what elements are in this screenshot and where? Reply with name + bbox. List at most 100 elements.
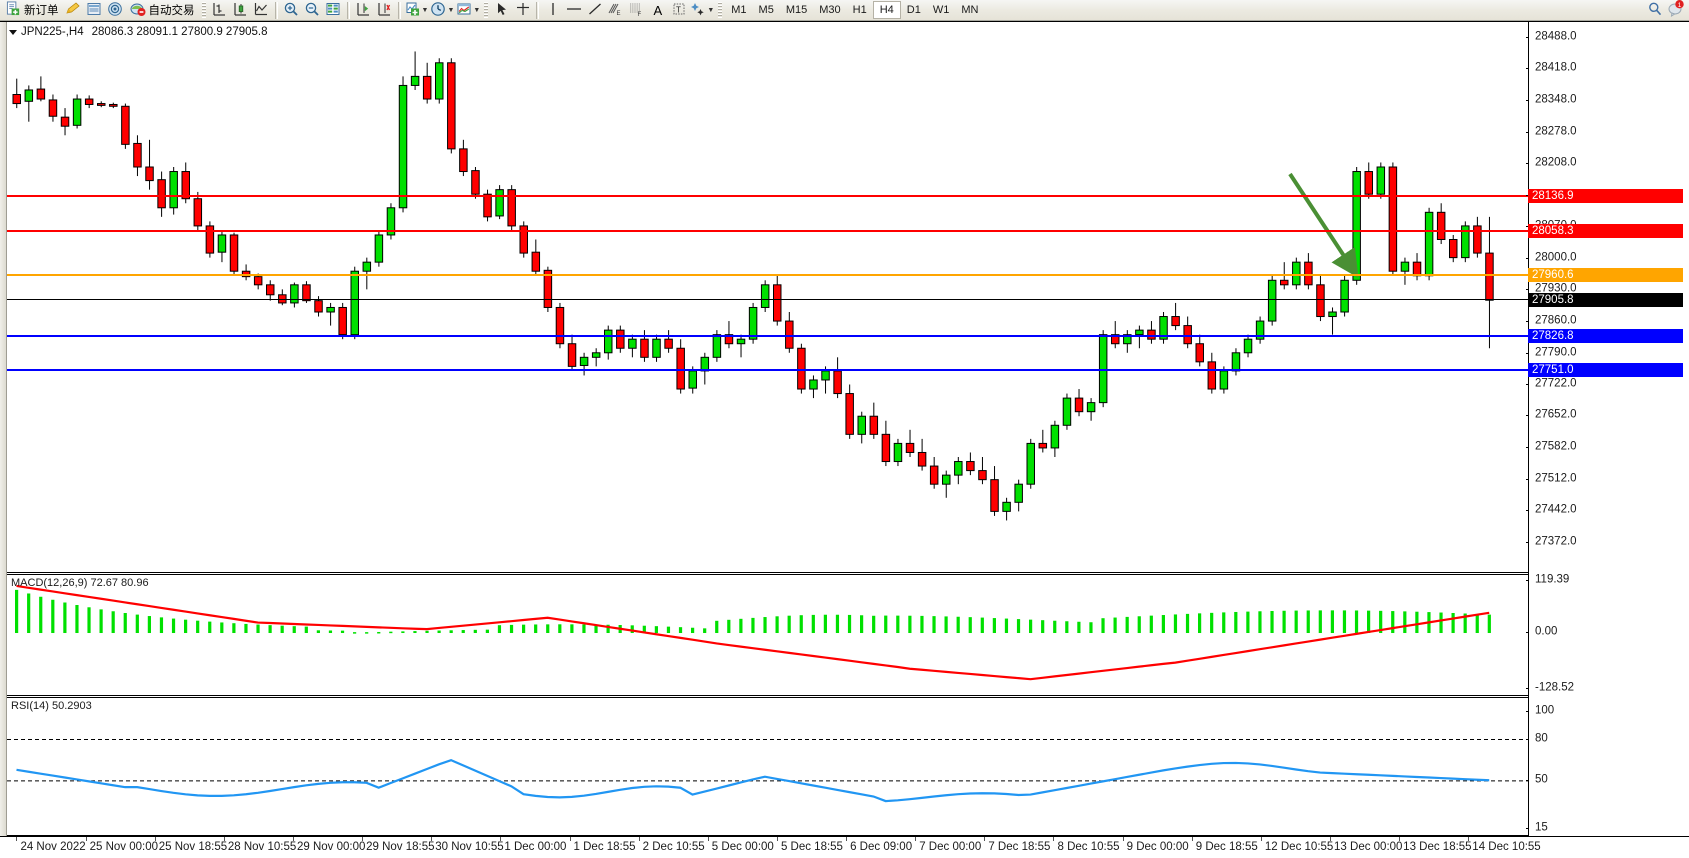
rsi-plot [7, 739, 1528, 803]
price-level-badge-support-1[interactable]: 27826.8 [1528, 329, 1683, 344]
time-tick-label: 14 Dec 10:55 [1472, 841, 1541, 853]
cursor-button[interactable] [492, 1, 511, 20]
pencil-icon [65, 1, 81, 20]
chevron-down-icon[interactable]: ▼ [447, 6, 455, 14]
chart-area[interactable]: JPN225-,H4 28086.3 28091.1 27800.9 27905… [0, 21, 1689, 858]
main-toolbar: 新订单 [0, 0, 1689, 21]
indicators-button[interactable]: ▼ [405, 1, 429, 20]
search-button[interactable] [1645, 1, 1664, 20]
time-tick-label: 5 Dec 18:55 [780, 841, 843, 853]
price-level-badge-resistance-2[interactable]: 28058.3 [1528, 224, 1683, 239]
toolbar-grip-2[interactable] [484, 2, 489, 18]
line-chart-button[interactable] [252, 1, 271, 20]
price-level-badge-pivot[interactable]: 27960.6 [1528, 268, 1683, 283]
text-button[interactable]: A [648, 1, 667, 20]
elliott-wave-button[interactable]: E [606, 1, 625, 20]
vertical-line-button[interactable] [543, 1, 562, 20]
pivot-line[interactable] [7, 274, 1528, 277]
timeframe-h4[interactable]: H4 [872, 1, 901, 19]
timeframe-h1[interactable]: H1 [852, 4, 867, 16]
new-order-icon [6, 1, 21, 19]
notifications-button[interactable]: 1 [1666, 0, 1685, 20]
pencil-button[interactable] [64, 1, 83, 20]
time-tick [1260, 837, 1262, 841]
price-tick-label: 28208.0 [1535, 156, 1577, 169]
timeframe-d1[interactable]: D1 [906, 4, 921, 16]
price-tick [1526, 478, 1529, 480]
time-tick-label: 7 Dec 18:55 [988, 841, 1051, 853]
shapes-button[interactable]: ▼ [690, 1, 714, 20]
signals-button[interactable] [106, 1, 125, 20]
resistance-line-1[interactable] [7, 194, 1528, 197]
chart-menu-icon[interactable] [9, 29, 17, 35]
new-order-button[interactable]: 新订单 [3, 1, 62, 20]
trendline-button[interactable] [585, 1, 604, 20]
timeframe-m1[interactable]: M1 [731, 4, 747, 16]
support-line-2[interactable] [7, 369, 1528, 372]
chart-shift-button[interactable] [354, 1, 373, 20]
price-level-badge-last-price[interactable]: 27905.8 [1528, 293, 1683, 308]
price-tick [1526, 321, 1529, 323]
bar-chart-icon [211, 1, 227, 20]
period-icon [430, 1, 446, 20]
bar-chart-button[interactable] [210, 1, 229, 20]
price-axis[interactable]: 28488.028418.028348.028278.028208.028138… [1526, 22, 1683, 836]
time-tick [776, 837, 778, 841]
zoom-out-button[interactable] [303, 1, 322, 20]
grid-button[interactable] [324, 1, 343, 20]
price-level-badge-resistance-1[interactable]: 28136.9 [1528, 188, 1683, 203]
chevron-down-icon[interactable]: ▼ [707, 6, 715, 14]
price-tick-label: 27652.0 [1535, 408, 1577, 421]
time-tick-label: 5 Dec 00:00 [711, 841, 774, 853]
svg-text:E: E [617, 11, 621, 17]
text-label-button[interactable]: T [669, 1, 688, 20]
templates-icon [456, 1, 472, 20]
chevron-down-icon[interactable]: ▼ [421, 6, 429, 14]
time-tick-label: 7 Dec 00:00 [919, 841, 982, 853]
timeframe-m15[interactable]: M15 [785, 4, 808, 16]
toolbar-grip-3[interactable] [718, 2, 723, 18]
rsi-tick-label: 100 [1535, 704, 1555, 717]
zoom-in-icon [283, 1, 299, 20]
timeframe-m30[interactable]: M30 [819, 4, 841, 16]
price-tick [1526, 68, 1529, 70]
time-tick-label: 30 Nov 10:55 [435, 841, 504, 853]
rsi-pane[interactable]: RSI(14) 50.2903 [7, 697, 1528, 836]
toolbar-sep-4 [536, 1, 540, 19]
period-button[interactable]: ▼ [430, 1, 454, 20]
macd-pane[interactable]: MACD(12,26,9) 72.67 80.96 [7, 574, 1528, 696]
price-pane[interactable] [7, 22, 1528, 573]
timeframe-w1[interactable]: W1 [932, 4, 950, 16]
fibonacci-button[interactable]: F [627, 1, 646, 20]
price-level-badge-support-2[interactable]: 27751.0 [1528, 363, 1683, 378]
horizontal-line-button[interactable] [564, 1, 583, 20]
terminal-button[interactable] [85, 1, 104, 20]
timeframe-m5[interactable]: M5 [758, 4, 774, 16]
resistance-line-2[interactable] [7, 230, 1528, 233]
auto-trading-button[interactable]: 自动交易 [127, 1, 198, 20]
zoom-out-icon [304, 1, 320, 20]
chevron-down-icon[interactable]: ▼ [473, 6, 481, 14]
crosshair-button[interactable] [513, 1, 532, 20]
time-tick-label: 1 Dec 18:55 [573, 841, 636, 853]
chart-left-scrollbar[interactable] [0, 22, 7, 836]
rsi-tick-label: 80 [1535, 732, 1548, 745]
zoom-in-button[interactable] [282, 1, 301, 20]
auto-scroll-button[interactable] [375, 1, 394, 20]
time-tick [846, 837, 848, 841]
price-tick [1526, 99, 1529, 101]
price-tick-label: 27512.0 [1535, 472, 1577, 485]
price-tick-label: 27442.0 [1535, 503, 1577, 516]
support-line-1[interactable] [7, 335, 1528, 338]
time-axis[interactable]: 24 Nov 2022 25 Nov 00:00 25 Nov 18:55 28 No… [0, 836, 1689, 858]
timeframe-mn[interactable]: MN [961, 4, 979, 16]
time-tick [1191, 837, 1193, 841]
time-tick-label: 13 Dec 18:55 [1403, 841, 1472, 853]
time-tick [1468, 837, 1470, 841]
templates-button[interactable]: ▼ [456, 1, 480, 20]
symbol-info-bar: JPN225-,H4 28086.3 28091.1 27800.9 27905… [9, 26, 268, 38]
candlestick-chart-button[interactable] [231, 1, 250, 20]
toolbar-grip-1[interactable] [201, 2, 206, 18]
macd-plot [15, 584, 1491, 681]
cursor-icon [494, 1, 510, 20]
